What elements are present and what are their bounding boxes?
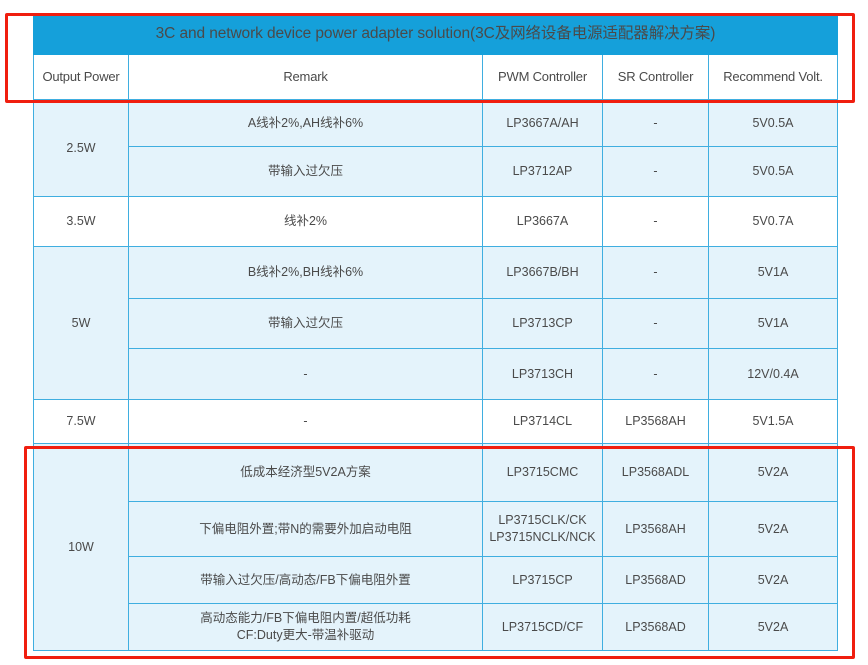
cell-pwm-controller: LP3715CP bbox=[482, 556, 603, 604]
cell-recommend-volt: 5V0.5A bbox=[708, 99, 838, 147]
table-row: 带输入过欠压/高动态/FB下偏电阻外置 LP3715CP LP3568AD 5V2A bbox=[34, 556, 838, 604]
cell-remark: 下偏电阻外置;带N的需要外加启动电阻 bbox=[128, 501, 483, 557]
cell-pwm-controller: LP3713CH bbox=[482, 348, 603, 400]
cell-recommend-volt: 5V1.5A bbox=[708, 399, 838, 444]
cell-output-power: 10W bbox=[33, 443, 129, 651]
cell-remark: A线补2%,AH线补6% bbox=[128, 99, 483, 147]
cell-pwm-controller: LP3667A/AH bbox=[482, 99, 603, 147]
table-row: 带输入过欠压 LP3713CP -5V1A bbox=[34, 298, 838, 349]
cell-sr-controller: - bbox=[602, 348, 709, 400]
column-header-pwm-controller: PWM Controller bbox=[482, 54, 603, 100]
cell-sr-controller: LP3568AH bbox=[602, 501, 709, 557]
cell-output-power: 2.5W bbox=[33, 99, 129, 197]
power-adapter-solution-table: 3C and network device power adapter solu… bbox=[33, 13, 838, 651]
cell-sr-controller: LP3568AD bbox=[602, 603, 709, 651]
cell-remark: 带输入过欠压 bbox=[128, 298, 483, 349]
cell-remark: - bbox=[128, 399, 483, 444]
cell-pwm-controller: LP3712AP bbox=[482, 146, 603, 197]
cell-sr-controller: - bbox=[602, 196, 709, 247]
cell-sr-controller: - bbox=[602, 246, 709, 299]
column-header-recommend-volt: Recommend Volt. bbox=[708, 54, 838, 100]
table-row: 5W B线补2%,BH线补6% LP3667B/BH -5V1A bbox=[33, 246, 838, 400]
table-row: 高动态能力/FB下偏电阻内置/超低功耗 CF:Duty更大-带温补驱动 LP371… bbox=[34, 603, 838, 651]
cell-output-power: 7.5W bbox=[33, 399, 129, 444]
cell-remark: B线补2%,BH线补6% bbox=[128, 246, 483, 299]
cell-sr-controller: LP3568AH bbox=[602, 399, 709, 444]
cell-recommend-volt: 5V2A bbox=[708, 603, 838, 651]
cell-recommend-volt: 5V0.7A bbox=[708, 196, 838, 247]
cell-recommend-volt: 5V2A bbox=[708, 556, 838, 604]
table-row: 10W 低成本经济型5V2A方案 LP3715CMC LP3568ADL 5V2A bbox=[33, 443, 838, 651]
table-row: 2.5W A线补2%,AH线补6% LP3667A/AH -5V0.5A bbox=[33, 99, 838, 197]
cell-remark: 带输入过欠压/高动态/FB下偏电阻外置 bbox=[128, 556, 483, 604]
table-title: 3C and network device power adapter solu… bbox=[33, 13, 838, 55]
cell-pwm-controller: LP3715CLK/CK LP3715NCLK/NCK bbox=[482, 501, 603, 557]
cell-pwm-controller: LP3714CL bbox=[482, 399, 603, 444]
column-header-output-power: Output Power bbox=[33, 54, 129, 100]
cell-pwm-controller: LP3715CD/CF bbox=[482, 603, 603, 651]
cell-output-power: 3.5W bbox=[33, 196, 129, 247]
cell-remark: 低成本经济型5V2A方案 bbox=[128, 443, 483, 502]
column-header-sr-controller: SR Controller bbox=[602, 54, 709, 100]
cell-pwm-controller: LP3667A bbox=[482, 196, 603, 247]
cell-pwm-controller: LP3667B/BH bbox=[482, 246, 603, 299]
table-row: 下偏电阻外置;带N的需要外加启动电阻 LP3715CLK/CK LP3715NCL… bbox=[34, 501, 838, 557]
cell-remark: 带输入过欠压 bbox=[128, 146, 483, 197]
cell-sr-controller: - bbox=[602, 298, 709, 349]
cell-pwm-controller: LP3713CP bbox=[482, 298, 603, 349]
cell-sr-controller: LP3568AD bbox=[602, 556, 709, 604]
spec-table-container: 3C and network device power adapter solu… bbox=[33, 13, 838, 651]
cell-remark: - bbox=[128, 348, 483, 400]
cell-sr-controller: - bbox=[602, 146, 709, 197]
cell-sr-controller: - bbox=[602, 99, 709, 147]
cell-remark: 高动态能力/FB下偏电阻内置/超低功耗 CF:Duty更大-带温补驱动 bbox=[128, 603, 483, 651]
table-body: 2.5W A线补2%,AH线补6% LP3667A/AH -5V0.5A 带输入过欠压 L… bbox=[33, 99, 838, 651]
table-column-header-row: Output Power Remark PWM Controller SR Co… bbox=[33, 54, 838, 100]
column-header-remark: Remark bbox=[128, 54, 483, 100]
cell-recommend-volt: 5V2A bbox=[708, 443, 838, 502]
table-head: 3C and network device power adapter solu… bbox=[33, 13, 838, 100]
cell-recommend-volt: 5V1A bbox=[708, 298, 838, 349]
cell-recommend-volt: 12V/0.4A bbox=[708, 348, 838, 400]
cell-recommend-volt: 5V0.5A bbox=[708, 146, 838, 197]
cell-pwm-controller: LP3715CMC bbox=[482, 443, 603, 502]
table-row: 带输入过欠压 LP3712AP -5V0.5A bbox=[34, 146, 838, 197]
cell-sr-controller: LP3568ADL bbox=[602, 443, 709, 502]
cell-recommend-volt: 5V2A bbox=[708, 501, 838, 557]
cell-remark: 线补2% bbox=[128, 196, 483, 247]
table-row: - LP3713CH -12V/0.4A bbox=[34, 348, 838, 400]
table-title-row: 3C and network device power adapter solu… bbox=[33, 13, 838, 55]
cell-output-power: 5W bbox=[33, 246, 129, 400]
cell-recommend-volt: 5V1A bbox=[708, 246, 838, 299]
table-row: 3.5W 线补2% LP3667A -5V0.7A bbox=[33, 196, 838, 247]
table-row: 7.5W - LP3714CL LP3568AH 5V1.5A bbox=[33, 399, 838, 444]
